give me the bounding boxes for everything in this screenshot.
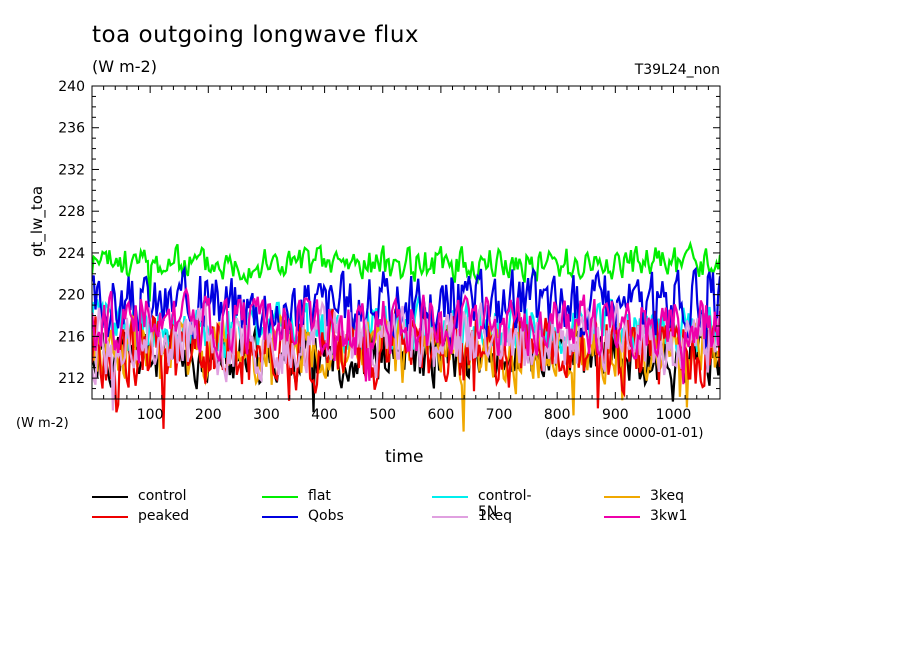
x-tick-label: 700: [486, 407, 513, 423]
chart-title: toa outgoing longwave flux: [92, 22, 420, 48]
y-tick-label: 220: [58, 288, 85, 304]
legend-swatch: [92, 516, 128, 518]
y-tick-label: 224: [58, 246, 85, 262]
legend-swatch: [432, 496, 468, 498]
x-tick-label: 1000: [656, 407, 692, 423]
x-tick-label: 200: [195, 407, 222, 423]
x-tick-label: 600: [428, 407, 455, 423]
legend-swatch: [262, 496, 298, 498]
series-line-flat: [92, 240, 720, 302]
x-tick-label: 500: [369, 407, 396, 423]
legend-label: Qobs: [308, 508, 344, 524]
x-tick-label: 800: [544, 407, 571, 423]
legend-swatch: [604, 516, 640, 518]
chart-units: (W m-2): [92, 57, 157, 76]
y-tick-label: 212: [58, 371, 85, 387]
legend-swatch: [92, 496, 128, 498]
y-tick-label: 240: [58, 79, 85, 95]
legend-label: peaked: [138, 508, 190, 524]
y-tick-label: 216: [58, 329, 85, 345]
legend-label: 3keq: [650, 488, 685, 504]
legend-swatch: [262, 516, 298, 518]
x-axis-units: (days since 0000-01-01): [545, 426, 704, 441]
y-tick-label: 236: [58, 121, 85, 137]
x-axis-label: time: [385, 447, 424, 467]
legend-swatch: [604, 496, 640, 498]
legend-label: control: [138, 488, 187, 504]
legend-swatch: [432, 516, 468, 518]
x-tick-label: 300: [253, 407, 280, 423]
y-tick-label: 232: [58, 162, 85, 178]
y-axis-units: (W m-2): [16, 416, 69, 431]
run-label: T39L24_non: [634, 62, 720, 78]
x-tick-label: 400: [311, 407, 338, 423]
y-tick-label: 228: [58, 204, 85, 220]
series-group: [92, 240, 720, 432]
legend-label: flat: [308, 488, 331, 504]
legend-label: 3kw1: [650, 508, 688, 524]
x-tick-label: 100: [137, 407, 164, 423]
legend-label: 1keq: [478, 508, 513, 524]
x-tick-label: 900: [602, 407, 629, 423]
series-line-3kw1: [92, 286, 720, 385]
legend-label: control-5N: [478, 488, 532, 520]
